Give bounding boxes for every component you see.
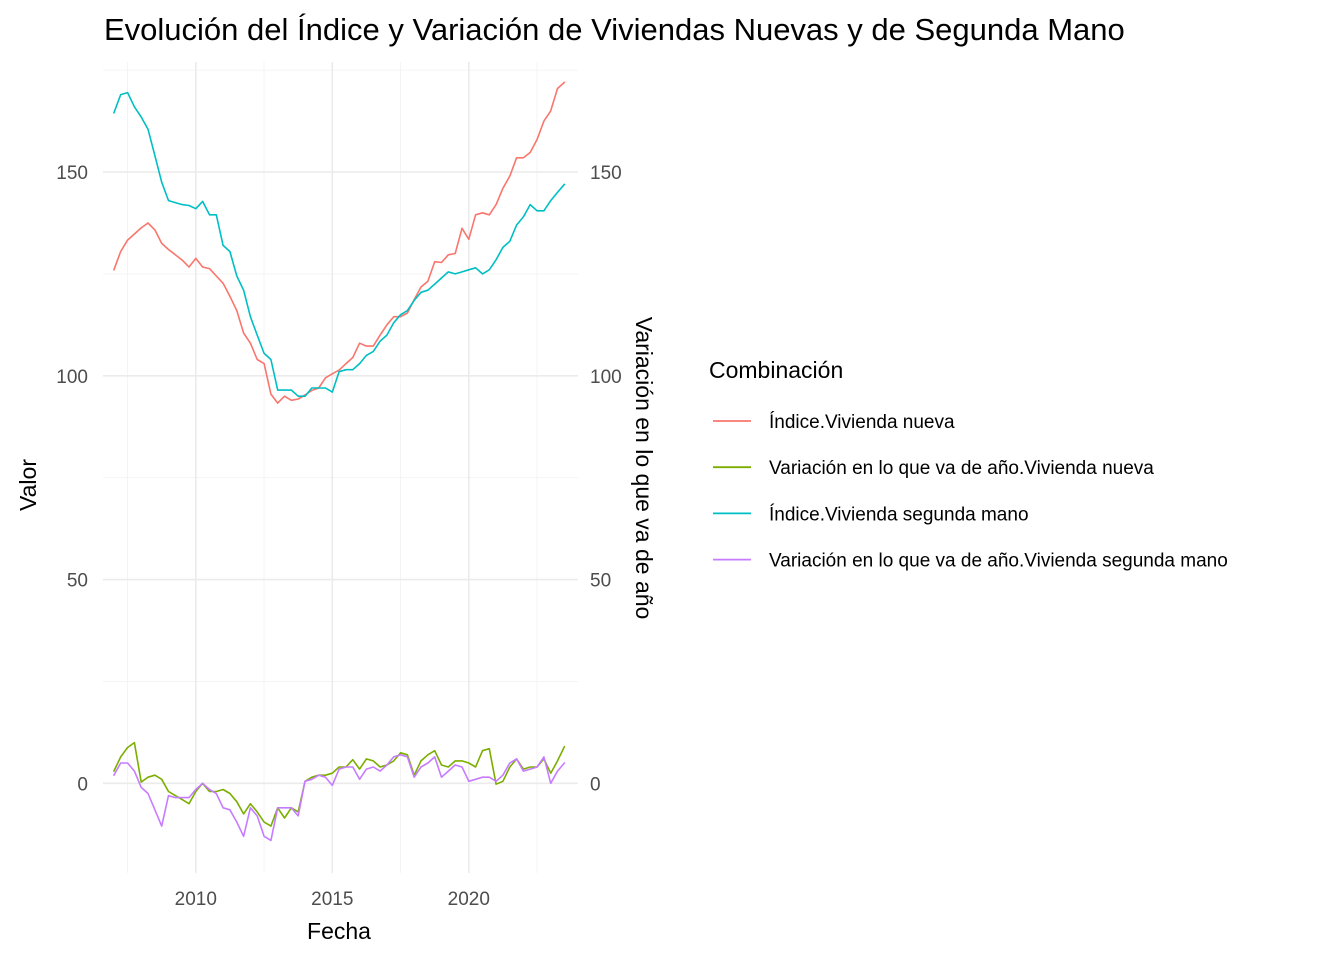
right-y-tick-label: 0 (590, 774, 601, 795)
legend: Combinación Índice.Vivienda nueva Variaci… (709, 357, 1228, 572)
y-tick-label: 100 (56, 367, 88, 388)
right-y-tick-label: 50 (590, 571, 611, 592)
y-tick-label: 50 (67, 571, 88, 592)
legend-title: Combinación (709, 357, 843, 383)
x-axis-title: Fecha (307, 918, 371, 944)
x-tick-label: 2015 (311, 889, 353, 910)
x-tick-label: 2010 (175, 889, 217, 910)
chart-title: Evolución del Índice y Variación de Vivi… (104, 12, 1125, 47)
right-y-axis-title: Variación en lo que va de año (631, 317, 657, 620)
right-y-tick-label: 100 (590, 367, 622, 388)
y-axis-title: Valor (15, 459, 41, 511)
legend-items: Índice.Vivienda nueva Variación en lo que… (713, 412, 1228, 572)
legend-label: Variación en lo que va de año.Vivienda s… (769, 551, 1228, 572)
legend-label: Índice.Vivienda segunda mano (769, 504, 1029, 525)
series-line-2 (113, 741, 566, 827)
legend-label: Índice.Vivienda nueva (769, 412, 955, 433)
series-lines (113, 81, 566, 842)
x-tick-label: 2020 (448, 889, 490, 910)
right-y-tick-label: 150 (590, 163, 622, 184)
grid-lines (103, 62, 578, 873)
axis-ticks: 0 50 100 150 0 50 100 150 2010 2015 2020 (56, 163, 621, 910)
series-line-4 (113, 754, 566, 842)
y-tick-label: 0 (77, 774, 88, 795)
series-line-3 (113, 91, 566, 397)
plot-area (103, 62, 578, 873)
series-line-1 (113, 81, 566, 404)
legend-label: Variación en lo que va de año.Vivienda n… (769, 458, 1154, 479)
y-tick-label: 150 (56, 163, 88, 184)
